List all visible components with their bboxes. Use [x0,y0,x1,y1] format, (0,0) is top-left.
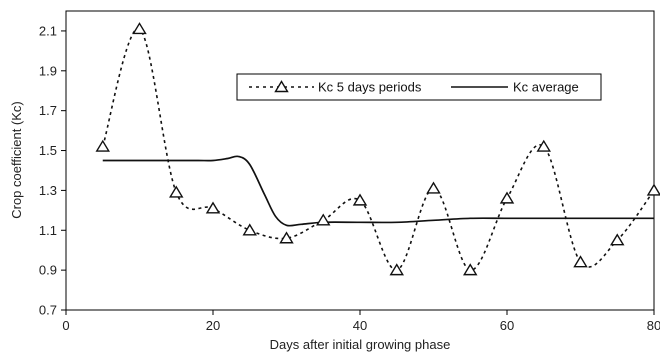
data-point-triangle [426,181,441,194]
data-point-triangle [169,185,184,198]
legend-marker-triangle [274,80,289,93]
legend-label-kc-average: Kc average [513,80,579,95]
y-tick-label: 1.5 [39,143,57,158]
x-tick-label: 40 [353,318,367,333]
y-tick-label: 0.9 [39,263,57,278]
y-tick-label: 2.1 [39,23,57,38]
data-point-triangle [610,233,625,246]
data-point-triangle [95,139,110,152]
data-point-triangle [536,139,551,152]
data-point-triangle [205,201,221,214]
legend-label-kc-5-days: Kc 5 days periods [318,80,422,95]
data-point-triangle [316,213,331,226]
data-point-triangle [389,263,404,276]
data-point-triangle [352,193,368,206]
y-tick-label: 1.3 [39,183,57,198]
data-point-triangle [646,183,660,196]
x-tick-label: 60 [500,318,514,333]
y-tick-label: 1.7 [39,103,57,118]
series-layer [95,22,660,276]
y-tick-label: 1.1 [39,223,57,238]
y-axis-ticks: 0.7 0.9 1.1 1.3 1.5 1.7 1.9 2.1 [39,23,66,318]
series-line-kc-average [102,155,654,227]
data-point-triangle [132,22,147,35]
y-axis-title: Crop coefficient (Kc) [9,101,24,219]
data-point-triangle [242,223,257,236]
data-point-triangle [463,263,478,276]
data-point-triangle [573,255,588,268]
y-tick-label: 1.9 [39,63,57,78]
x-axis-title: Days after initial growing phase [270,337,451,352]
data-point-triangle [279,231,294,244]
data-point-triangle [499,191,515,204]
x-axis-ticks: 0 20 40 60 80 [62,310,660,333]
x-tick-label: 80 [647,318,660,333]
x-tick-label: 0 [62,318,69,333]
y-tick-label: 0.7 [39,303,57,318]
legend: Kc 5 days periods Kc average [236,73,602,101]
legend-box [236,73,602,101]
x-tick-label: 20 [206,318,220,333]
